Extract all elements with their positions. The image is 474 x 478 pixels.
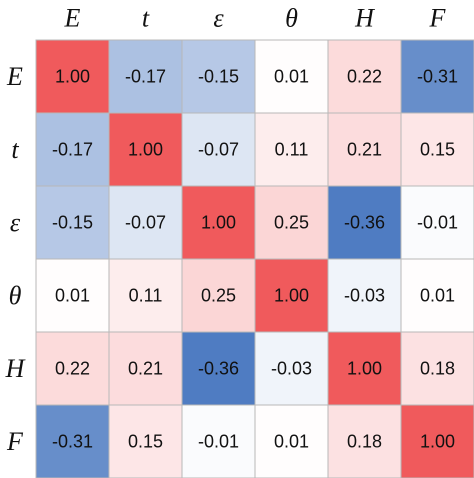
cell-label: -0.01 xyxy=(417,213,458,233)
cell-label: -0.15 xyxy=(52,213,93,233)
cell xyxy=(400,258,474,333)
row-label: H xyxy=(5,354,26,383)
cell xyxy=(254,185,329,260)
cell-label: -0.15 xyxy=(198,67,239,87)
cell xyxy=(35,404,110,478)
cell-label: -0.17 xyxy=(52,140,93,160)
cell-label: 0.25 xyxy=(274,213,309,233)
column-label: F xyxy=(429,4,447,33)
cell-label: -0.03 xyxy=(271,359,312,379)
cell-label: -0.31 xyxy=(52,432,93,452)
cell xyxy=(327,258,402,333)
cell-label: 0.21 xyxy=(128,359,163,379)
cell-label: 0.11 xyxy=(129,286,163,306)
cell xyxy=(327,39,402,114)
cell xyxy=(35,258,110,333)
cell xyxy=(254,404,329,478)
cell-label: 1.00 xyxy=(128,140,163,160)
cell-label: 0.01 xyxy=(274,67,309,87)
cell xyxy=(108,258,183,333)
cell xyxy=(35,185,110,260)
cell-label: 0.22 xyxy=(55,359,90,379)
cell xyxy=(254,112,329,187)
cell xyxy=(400,112,474,187)
cell-label: 0.15 xyxy=(128,432,163,452)
cell xyxy=(35,331,110,406)
cell-label: 1.00 xyxy=(420,432,455,452)
cell-label: -0.03 xyxy=(344,286,385,306)
cell xyxy=(181,404,256,478)
cell xyxy=(400,39,474,114)
column-label: t xyxy=(142,4,150,33)
cell xyxy=(181,331,256,406)
cell xyxy=(108,185,183,260)
cell-label: 1.00 xyxy=(347,359,382,379)
cell xyxy=(108,331,183,406)
cell xyxy=(108,404,183,478)
column-label: θ xyxy=(285,4,298,33)
cell xyxy=(327,185,402,260)
cell-label: 1.00 xyxy=(274,286,309,306)
cell-label: -0.36 xyxy=(198,359,239,379)
column-label: E xyxy=(64,4,81,33)
row-label: θ xyxy=(9,281,22,310)
cell-label: 0.01 xyxy=(55,286,90,306)
cell-label: 0.22 xyxy=(347,67,382,87)
cell-label: 0.18 xyxy=(347,432,382,452)
cell-label: 0.25 xyxy=(201,286,236,306)
cell xyxy=(400,404,474,478)
cell-label: 0.11 xyxy=(275,140,309,160)
cell xyxy=(400,331,474,406)
row-label: ε xyxy=(10,208,21,237)
cell-label: 1.00 xyxy=(201,213,236,233)
cell xyxy=(35,39,110,114)
cell-label: 0.18 xyxy=(420,359,455,379)
cell-label: 1.00 xyxy=(55,67,90,87)
column-label: H xyxy=(354,4,375,33)
cell-label: 0.01 xyxy=(274,432,309,452)
cell xyxy=(254,39,329,114)
row-label: F xyxy=(6,427,24,456)
cell xyxy=(181,258,256,333)
cell xyxy=(327,112,402,187)
cell-label: -0.07 xyxy=(198,140,239,160)
cell xyxy=(108,39,183,114)
cell xyxy=(181,39,256,114)
cell-label: -0.17 xyxy=(125,67,166,87)
cell-label: -0.36 xyxy=(344,213,385,233)
row-label: t xyxy=(11,135,19,164)
row-label: E xyxy=(6,62,23,91)
cell-label: -0.07 xyxy=(125,213,166,233)
cell-label: 0.15 xyxy=(420,140,455,160)
cell-label: 0.01 xyxy=(420,286,455,306)
cell-label: 0.21 xyxy=(347,140,382,160)
cell-label: -0.31 xyxy=(417,67,458,87)
column-label: ε xyxy=(213,4,224,33)
cell xyxy=(35,112,110,187)
cell-label: -0.01 xyxy=(198,432,239,452)
